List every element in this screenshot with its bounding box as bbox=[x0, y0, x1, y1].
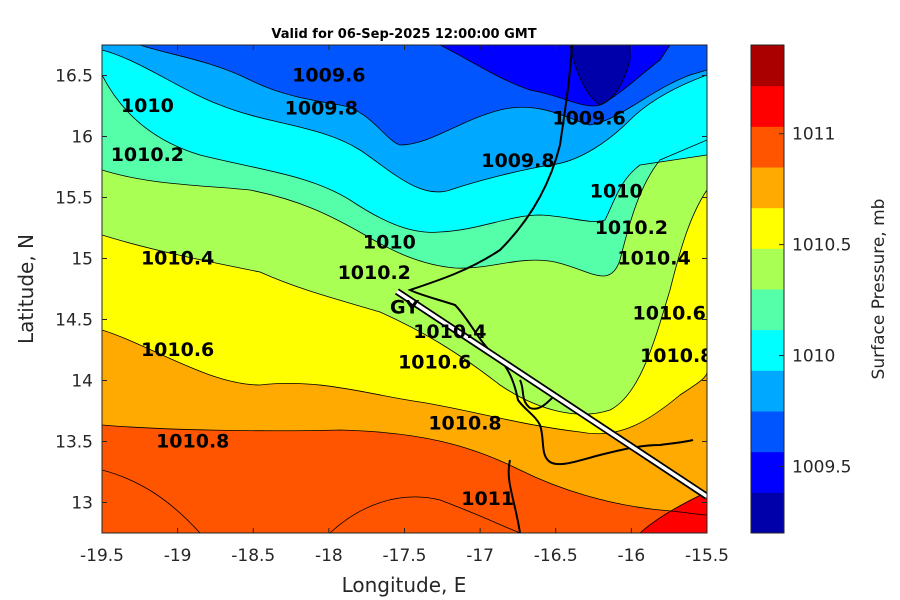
x-tick-label: -19 bbox=[164, 546, 192, 566]
x-tick-label: -16 bbox=[617, 546, 645, 566]
contour-label: 1010.8 bbox=[428, 412, 501, 434]
colorbar-tick-label: 1010 bbox=[792, 347, 835, 367]
chart-title: Valid for 06-Sep-2025 12:00:00 GMT bbox=[271, 27, 536, 42]
colorbar-swatch bbox=[751, 85, 784, 127]
plot-area: 1009.6 1009.8 1009.6 1009.8 1010 1010.2 1010 10… bbox=[101, 44, 713, 534]
y-axis-label: Latitude, N bbox=[14, 234, 38, 344]
band-1011-1011.2 bbox=[640, 492, 707, 533]
x-tick-label: -18 bbox=[315, 546, 343, 566]
x-axis-label: Longitude, E bbox=[342, 573, 467, 597]
colorbar-swatch bbox=[751, 167, 784, 209]
storm-track bbox=[395, 288, 707, 500]
colorbar-swatch bbox=[751, 207, 784, 249]
colorbar-swatch bbox=[751, 248, 784, 290]
contour-label: 1010.6 bbox=[141, 339, 214, 361]
colorbar-swatch bbox=[751, 329, 784, 371]
contour-labels: 1009.6 1009.8 1009.6 1009.8 1010 1010.2 1010 10… bbox=[111, 65, 713, 510]
colorbar-swatch bbox=[751, 126, 784, 168]
colorbar-swatch bbox=[751, 492, 784, 534]
y-tick-label: 13 bbox=[71, 494, 93, 514]
contour-label: 1010.8 bbox=[640, 345, 713, 367]
x-axis-ticks: -19.5 -19 -18.5 -18 -17.5 -17 -16.5 -16 -15.5 bbox=[80, 45, 729, 566]
colorbar-frame bbox=[750, 44, 785, 534]
colorbar-tick-label: 1011 bbox=[792, 125, 835, 145]
colorbar bbox=[750, 44, 785, 534]
colorbar-tick-label: 1010.5 bbox=[792, 236, 851, 256]
colorbar-swatch bbox=[751, 411, 784, 453]
y-tick-label: 15 bbox=[71, 250, 93, 270]
contour-label: 1010.6 bbox=[633, 303, 706, 325]
colorbar-label: Surface Pressure, mb bbox=[869, 199, 889, 380]
x-tick-label: -17 bbox=[466, 546, 494, 566]
colorbar-swatch bbox=[751, 289, 784, 331]
x-tick-label: -15.5 bbox=[685, 546, 729, 566]
y-axis-ticks: 13 13.5 14 14.5 15 15.5 16 16.5 bbox=[55, 67, 707, 514]
y-tick-label: 13.5 bbox=[55, 433, 93, 453]
x-tick-label: -19.5 bbox=[80, 546, 124, 566]
contour-label: 1010.4 bbox=[141, 248, 214, 270]
contour-label: 1010 bbox=[363, 232, 416, 254]
colorbar-swatch bbox=[751, 451, 784, 493]
y-tick-label: 14 bbox=[71, 372, 93, 392]
contour-label: 1009.8 bbox=[285, 98, 358, 120]
station-annotation: GY bbox=[390, 296, 419, 318]
x-tick-label: -18.5 bbox=[231, 546, 275, 566]
y-tick-label: 16 bbox=[71, 128, 93, 148]
contour-lines bbox=[102, 45, 707, 533]
contour-label: 1010.8 bbox=[156, 431, 229, 453]
annotations: GY bbox=[390, 296, 419, 318]
contour-label: 1010 bbox=[121, 95, 174, 117]
y-tick-label: 15.5 bbox=[55, 189, 93, 209]
y-tick-label: 16.5 bbox=[55, 67, 93, 87]
contour-label: 1009.6 bbox=[292, 65, 365, 87]
x-tick-label: -16.5 bbox=[534, 546, 578, 566]
contour-label: 1010.2 bbox=[338, 262, 411, 284]
colorbar-tick-label: 1009.5 bbox=[792, 457, 851, 477]
contour-label: 1010.6 bbox=[398, 351, 471, 373]
colorbar-swatch bbox=[751, 45, 784, 87]
band-1009.2-1009.4 bbox=[570, 45, 630, 105]
contour-label: 1010.4 bbox=[617, 248, 690, 270]
contour-label: 1010 bbox=[590, 181, 643, 203]
x-tick-label: -17.5 bbox=[383, 546, 427, 566]
contour-label: 1010.2 bbox=[595, 217, 668, 239]
contour-label: 1010.2 bbox=[111, 144, 184, 166]
colorbar-ticks: 1009.5 1010 1010.5 1011 bbox=[779, 125, 851, 477]
contour-label: 1009.8 bbox=[481, 150, 554, 172]
colorbar-swatch bbox=[751, 370, 784, 412]
contour-label: 1010.4 bbox=[413, 321, 486, 343]
y-tick-label: 14.5 bbox=[55, 311, 93, 331]
contour-label: 1011 bbox=[461, 488, 514, 510]
contour-label: 1009.6 bbox=[552, 107, 625, 129]
